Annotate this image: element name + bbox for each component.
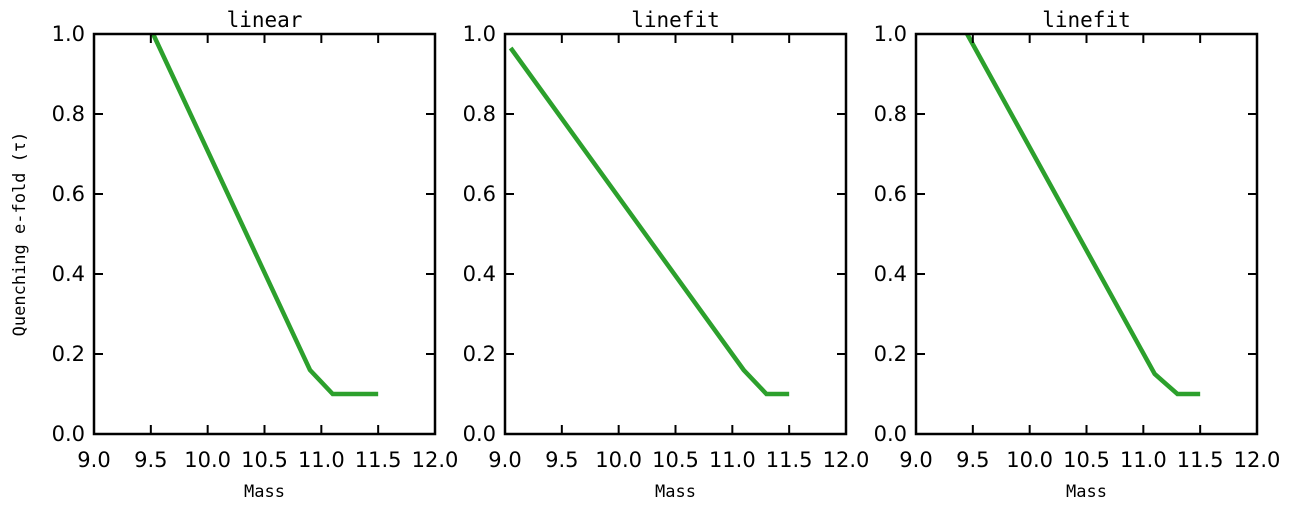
- x-tick-label: 9.5: [134, 448, 167, 472]
- chart-title: linear: [227, 8, 303, 32]
- y-tick-label: 0.6: [52, 182, 85, 206]
- y-tick-label: 0.6: [874, 182, 907, 206]
- chart-panel-linefit-2: 9.0 9.5 10.0 10.5 11.0 11.5 12.0 0.0 0.2 0.4 0.6 0.…: [874, 8, 1281, 502]
- x-tick-label: 11.5: [1177, 448, 1224, 472]
- series-line-0: [151, 33, 379, 397]
- plot-frame: [503, 32, 848, 436]
- x-tick-label: 9.5: [545, 448, 578, 472]
- chart-title: linefit: [631, 8, 720, 32]
- series-line-0: [508, 46, 790, 397]
- x-tick-label: 11.0: [1120, 448, 1167, 472]
- y-tick-label: 1.0: [874, 22, 907, 46]
- y-axis-label: Quenching e-fold (τ): [10, 132, 30, 337]
- x-tick-label: 10.0: [184, 448, 231, 472]
- x-tick-label: 11.5: [766, 448, 813, 472]
- x-tick-label: 9.0: [77, 448, 110, 472]
- y-tick-label: 0.2: [52, 342, 85, 366]
- x-tick-label: 10.5: [241, 448, 288, 472]
- y-tick-label: 0.6: [463, 182, 496, 206]
- y-tick-label: 0.8: [52, 102, 85, 126]
- x-tick-label: 10.5: [1063, 448, 1110, 472]
- series-line-0: [965, 32, 1201, 397]
- x-axis-label: Mass: [1066, 482, 1107, 502]
- plot-frame: [92, 32, 437, 436]
- y-tick-label: 0.0: [874, 422, 907, 446]
- y-tick-label: 0.2: [463, 342, 496, 366]
- chart-panel-linefit-1: 9.0 9.5 10.0 10.5 11.0 11.5 12.0 0.0 0.2 0.4 0.6 0.…: [463, 8, 870, 502]
- y-tick-label: 0.0: [52, 422, 85, 446]
- chart-panel-linear: 9.0 9.5 10.0 10.5 11.0 11.5 12.0 0.0 0.2 0.4 0.6 0.…: [52, 8, 459, 502]
- x-tick-label: 11.0: [298, 448, 345, 472]
- x-tick-label: 11.0: [709, 448, 756, 472]
- x-tick-label: 10.0: [595, 448, 642, 472]
- x-tick-label: 10.5: [652, 448, 699, 472]
- plot-frame: [914, 32, 1259, 436]
- y-tick-label: 1.0: [463, 22, 496, 46]
- x-tick-label: 10.0: [1006, 448, 1053, 472]
- x-axis-label: Mass: [655, 482, 696, 502]
- y-tick-label: 0.0: [463, 422, 496, 446]
- x-tick-label: 11.5: [355, 448, 402, 472]
- y-tick-label: 0.8: [463, 102, 496, 126]
- y-tick-label: 0.4: [52, 262, 85, 286]
- y-tick-label: 0.8: [874, 102, 907, 126]
- x-tick-label: 12.0: [823, 448, 870, 472]
- x-tick-label: 9.0: [488, 448, 521, 472]
- x-tick-label: 9.0: [899, 448, 932, 472]
- x-tick-label: 12.0: [412, 448, 459, 472]
- y-tick-label: 0.4: [874, 262, 907, 286]
- x-tick-label: 9.5: [956, 448, 989, 472]
- y-tick-label: 0.2: [874, 342, 907, 366]
- chart-title: linefit: [1042, 8, 1131, 32]
- y-tick-label: 1.0: [52, 22, 85, 46]
- x-tick-label: 12.0: [1234, 448, 1281, 472]
- y-tick-label: 0.4: [463, 262, 496, 286]
- x-axis-label: Mass: [244, 482, 285, 502]
